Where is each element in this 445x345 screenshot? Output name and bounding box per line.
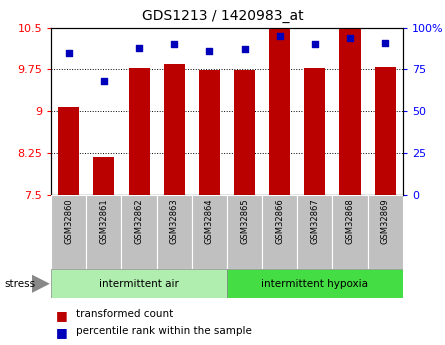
Point — [101, 78, 108, 84]
Bar — [332, 195, 368, 269]
Bar — [227, 195, 262, 269]
Bar — [304, 68, 325, 195]
Point — [171, 42, 178, 47]
Bar — [192, 195, 227, 269]
Bar — [129, 68, 150, 195]
Bar — [121, 195, 157, 269]
Bar — [234, 70, 255, 195]
Text: ■: ■ — [56, 309, 67, 322]
Text: intermittent hypoxia: intermittent hypoxia — [261, 279, 368, 289]
Text: stress: stress — [4, 279, 36, 289]
Text: GSM32869: GSM32869 — [380, 199, 390, 244]
Text: GSM32867: GSM32867 — [310, 199, 320, 244]
Text: intermittent air: intermittent air — [99, 279, 179, 289]
Text: GSM32865: GSM32865 — [240, 199, 249, 244]
Bar — [269, 28, 290, 195]
Text: ■: ■ — [56, 326, 67, 339]
Bar — [86, 195, 121, 269]
Bar — [157, 195, 192, 269]
Point — [382, 40, 389, 46]
Point — [65, 50, 73, 56]
Text: GSM32863: GSM32863 — [170, 199, 179, 244]
Bar — [227, 269, 403, 298]
Text: GSM32868: GSM32868 — [345, 199, 355, 244]
Text: GSM32864: GSM32864 — [205, 199, 214, 244]
Point — [276, 33, 283, 39]
Bar — [93, 157, 114, 195]
Polygon shape — [32, 275, 50, 293]
Point — [241, 47, 248, 52]
Bar — [297, 195, 332, 269]
Point — [312, 42, 319, 47]
Text: GSM32866: GSM32866 — [275, 199, 284, 244]
Bar — [340, 28, 360, 195]
Bar — [375, 67, 396, 195]
Point — [206, 48, 213, 54]
Point — [136, 45, 143, 50]
Point — [347, 35, 354, 40]
Bar — [262, 195, 297, 269]
Bar — [199, 70, 220, 195]
Text: GSM32862: GSM32862 — [134, 199, 144, 244]
Text: GDS1213 / 1420983_at: GDS1213 / 1420983_at — [142, 9, 303, 23]
Text: GSM32860: GSM32860 — [64, 199, 73, 244]
Bar — [51, 195, 86, 269]
Text: transformed count: transformed count — [76, 309, 173, 319]
Bar — [58, 107, 79, 195]
Bar — [164, 64, 185, 195]
Bar — [368, 195, 403, 269]
Text: GSM32861: GSM32861 — [99, 199, 109, 244]
Text: percentile rank within the sample: percentile rank within the sample — [76, 326, 251, 336]
Bar — [51, 269, 227, 298]
